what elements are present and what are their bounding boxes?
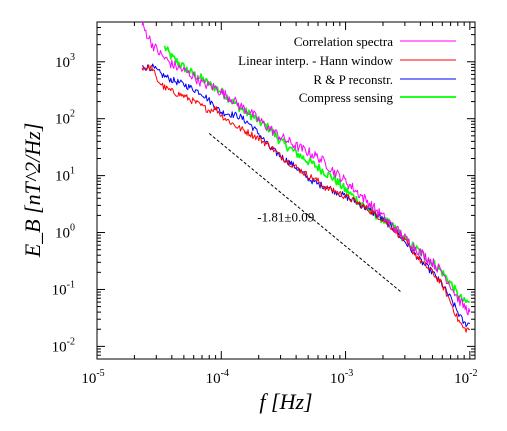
- y-tick-label: 100: [55, 223, 75, 242]
- legend-label: R & P reconstr.: [313, 72, 393, 87]
- slope-annotation: -1.81±0.09: [257, 210, 314, 225]
- plot-area: [96, 21, 476, 360]
- x-tick-label: 10-2: [454, 368, 477, 387]
- y-axis-label: E_B [nT^2/Hz]: [20, 123, 45, 259]
- x-tick-label: 10-3: [330, 368, 353, 387]
- y-tick-label: 103: [55, 52, 75, 71]
- series-line-1: [141, 21, 471, 316]
- tick-labels: 10-5 10-4 10-3 10-2 10-2 10-1 100 101 102 103: [52, 52, 478, 387]
- x-axis-label: f [Hz]: [259, 389, 312, 414]
- y-tick-label: 101: [55, 166, 75, 185]
- x-tick-label: 10-4: [206, 368, 229, 387]
- series-line-3: [141, 63, 471, 328]
- legend-label: Linear interp. - Hann window: [238, 53, 393, 68]
- fit-layer: [208, 133, 402, 293]
- series-layer: [141, 21, 471, 333]
- series-line-2: [141, 64, 471, 333]
- x-tick-label: 10-5: [81, 368, 104, 387]
- axis-ticks: [96, 21, 475, 360]
- legend-label: Compress sensing: [299, 90, 394, 105]
- y-tick-label: 102: [55, 109, 75, 128]
- y-tick-label: 10-2: [52, 336, 75, 355]
- legend: Correlation spectra Linear interp. - Hann…: [238, 34, 456, 105]
- legend-label: Correlation spectra: [294, 34, 393, 49]
- y-tick-label: 10-1: [52, 279, 75, 298]
- power-law-fit-line: [208, 133, 402, 293]
